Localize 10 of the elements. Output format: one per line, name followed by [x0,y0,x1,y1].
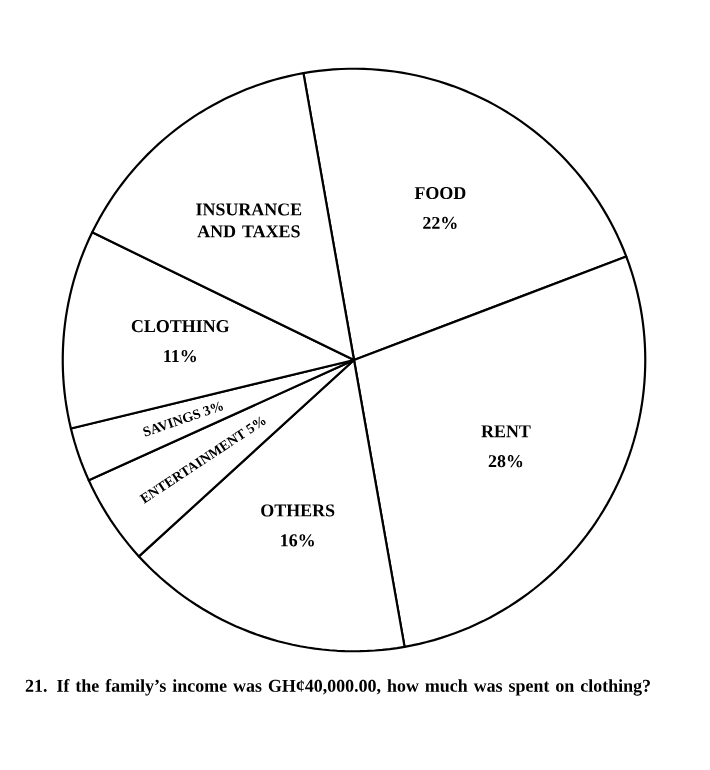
data-label: 16% [281,534,314,547]
slice-label: INSURANCE AND TAXES [196,203,302,238]
slice-label: RENT [481,425,531,438]
data-label: 22% [423,216,457,230]
text: 21. If the family’s income was GH¢40,000.00, how much was spent on clothing? [25,679,650,696]
data-label: 11% [164,349,197,363]
data-label: 28% [488,455,523,468]
slice-label: CLOTHING [131,320,230,333]
slice-label: OTHERS [261,504,335,517]
slice-label: FOOD [414,187,466,200]
